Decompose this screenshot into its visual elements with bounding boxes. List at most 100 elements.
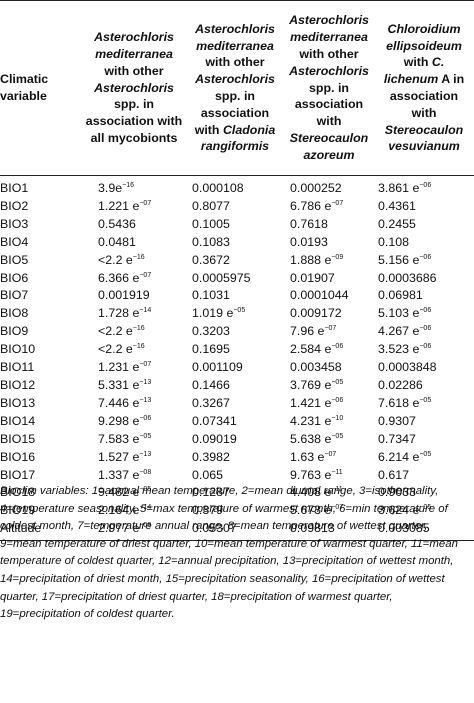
footnote-text: temperature seasonality, 5: [13, 502, 147, 515]
species-name: Asterochloris: [94, 80, 174, 95]
species-name: Chloroidium ellipsoideum: [386, 21, 462, 53]
p-value: 0.02286: [378, 377, 423, 392]
footnote-text: precipitation of wettest quarter, 17: [0, 572, 445, 603]
p-value-exponent: −07: [331, 199, 344, 207]
p-value-exponent: −07: [139, 271, 152, 279]
p-value-exponent: −14: [139, 504, 152, 512]
p-value: 0.379: [192, 503, 224, 518]
p-value: <2.2 e: [98, 252, 133, 267]
p-value-cell: 5.331 e−13: [82, 377, 186, 395]
p-value-exponent: −05: [419, 450, 432, 458]
footnote-text: mean temperature of warmest quarter, 11: [214, 537, 423, 550]
p-value: 1.231 e: [98, 360, 140, 375]
p-value: 3.9e: [98, 181, 123, 195]
p-value-cell: 3.523 e−06: [374, 341, 474, 359]
footnote-text: 6: [336, 502, 346, 515]
footnote-text: =: [295, 555, 303, 568]
p-value-cell: 0.01907: [284, 270, 374, 288]
p-value: 4.231 e: [290, 413, 332, 428]
footnote-text: min temperature of coldest month, 7: [0, 502, 448, 533]
p-value: 1.63 e: [290, 449, 325, 464]
p-value-cell: <2.2 e−16: [82, 252, 186, 270]
footnote-text: =: [54, 590, 62, 603]
p-value: 0.2455: [378, 216, 416, 231]
p-value: 0.09813: [290, 521, 335, 536]
table-row: BIO17 1.337 e−08 0.065 9.763 e−11 0.617: [0, 467, 474, 485]
p-value: 1.728 e: [98, 306, 140, 321]
p-value: 9.763 e: [290, 467, 332, 482]
header-column-2: Asterochloris mediterranea with other As…: [186, 0, 284, 176]
header-text: with: [403, 55, 432, 70]
p-value: 0.001919: [98, 288, 150, 303]
p-value-cell: 0.7347: [374, 431, 474, 449]
p-value-exponent: −05: [331, 432, 344, 440]
table-row: BIO14 9.298 e−06 0.07341 4.231 e−10 0.9307: [0, 413, 474, 431]
p-value-cell: 0.003085: [374, 520, 474, 542]
footnote-text: =: [345, 502, 353, 515]
footnote-text: =: [207, 537, 215, 550]
p-value-cell: <2.2 e−16: [82, 323, 186, 341]
p-value: 3.769 e: [290, 377, 332, 392]
variable-name: BIO13: [0, 395, 36, 410]
p-value: 3.624 e: [378, 503, 420, 518]
footnote-text: annual mean temperature, 2: [104, 485, 248, 497]
p-value: 0.7347: [378, 431, 416, 446]
table-row: BIO12 5.331 e−13 0.1466 3.769 e−05 0.02286: [0, 377, 474, 395]
p-value-cell: 1.337 e−08: [82, 467, 186, 485]
footnote-text: =: [233, 520, 241, 533]
p-value: 0.1031: [192, 288, 230, 303]
p-value-exponent: −07: [324, 325, 337, 333]
table-row: BIO11 1.231 e−07 0.001109 0.003458 0.0003848: [0, 359, 474, 377]
footnote-text: mean temperature of wettest quarter, 9: [0, 520, 428, 550]
table-row: BIO8 1.728 e−14 1.019 e−05 0.009172 5.103 e−…: [0, 305, 474, 323]
p-value-exponent: −06: [419, 182, 432, 189]
p-value: 1.019 e: [192, 306, 234, 321]
p-value-cell: 0.0003686: [374, 270, 474, 288]
table-row: BIO7 0.001919 0.1031 0.0001044 0.06981: [0, 287, 474, 305]
p-value-cell: 0.065: [186, 467, 284, 485]
variable-name: BIO15: [0, 431, 36, 446]
p-value: 0.3672: [192, 252, 230, 267]
p-value-exponent: −05: [419, 504, 432, 512]
p-value-cell: 1.888 e−09: [284, 252, 374, 270]
p-value-cell: 0.0001044: [284, 287, 374, 305]
header-text: spp. in association with: [194, 89, 270, 137]
p-value-cell: 1.63 e−07: [284, 449, 374, 467]
species-name: Asterochloris: [195, 72, 275, 87]
species-name: Asterochloris mediterranea: [289, 13, 369, 45]
p-value-cell: 7.583 e−05: [82, 431, 186, 449]
p-value: 9.482 e: [98, 485, 140, 500]
p-value-cell: 4.267 e−06: [374, 323, 474, 341]
p-value: 7.446 e: [98, 395, 140, 410]
p-value: 0.065: [192, 467, 224, 482]
footnote-text: mean temperature of coldest quarter, 12: [0, 537, 458, 568]
p-value-cell: 0.1466: [186, 377, 284, 395]
footnote-text: =: [6, 537, 13, 550]
p-value: 3.861 e: [378, 181, 420, 195]
footnote-text: precipitation of driest quarter, 18: [61, 590, 224, 603]
p-value: 0.06981: [378, 288, 423, 303]
variable-name: BIO17: [0, 467, 36, 482]
p-value-cell: 1.728 e−14: [82, 305, 186, 323]
footnote-text: =: [83, 520, 91, 533]
p-value: 0.0003848: [378, 360, 437, 375]
variable-name: BIO12: [0, 377, 36, 392]
species-name: Stereocaulon azoreum: [289, 130, 369, 162]
p-value: 0.003458: [290, 360, 342, 375]
table-row: Altitude 2.977 e−08 0.05307 0.09813 0.003085: [0, 520, 474, 542]
p-value-cell: 0.108: [374, 234, 474, 252]
p-value-cell: 7.96 e−07: [284, 323, 374, 341]
footnote-text: max temperature of warmest month,: [153, 502, 336, 515]
p-value: 2.164 e: [98, 503, 140, 518]
p-value: 0.3982: [192, 449, 230, 464]
variable-name: BIO1: [0, 181, 29, 195]
header-column-4: Chloroidium ellipsoideum with C. lichenu…: [374, 0, 474, 176]
p-value: 0.108: [378, 234, 410, 249]
p-value-cell: 4.408 e−11: [284, 484, 374, 502]
p-value-exponent: −08: [139, 468, 152, 476]
p-value-exponent: −08: [139, 522, 152, 530]
species-name: Cladonia rangiformis: [200, 122, 276, 154]
p-value-cell: 9.298 e−06: [82, 413, 186, 431]
footnote-text: =: [178, 572, 185, 585]
p-value-cell: 1.421 e−06: [284, 395, 374, 413]
